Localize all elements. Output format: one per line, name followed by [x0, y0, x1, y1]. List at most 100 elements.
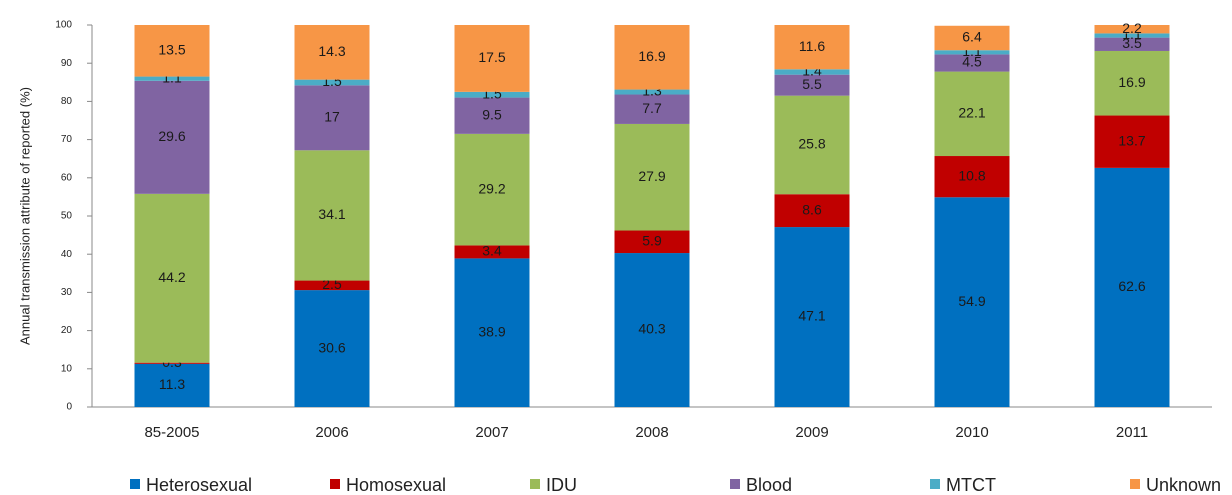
- y-tick-label: 50: [61, 211, 73, 222]
- bar-segment: [294, 79, 370, 86]
- bar-segment: [1094, 33, 1170, 38]
- bar-segment: [134, 76, 210, 81]
- y-tick-label: 20: [61, 325, 73, 336]
- bar-segment: [934, 25, 1010, 51]
- data-label: 4.5: [962, 54, 982, 70]
- data-label: 8.6: [802, 201, 822, 217]
- bar-segment: [934, 50, 1010, 55]
- bar-segment: [1094, 37, 1170, 51]
- data-label: 13.5: [158, 41, 185, 57]
- bar-segment: [454, 25, 530, 92]
- data-label: 16.9: [1118, 74, 1145, 90]
- data-label: 3.4: [482, 243, 502, 259]
- bar-segment: [614, 94, 690, 124]
- data-label: 29.6: [158, 128, 185, 144]
- data-label: 6.4: [962, 29, 982, 45]
- data-label: 17.5: [478, 49, 505, 65]
- legend-label: Heterosexual: [146, 475, 252, 495]
- x-tick-label: 2009: [795, 424, 828, 441]
- bar-segment: [774, 95, 850, 195]
- bar-segment: [294, 290, 370, 407]
- bar-segment: [934, 197, 1010, 407]
- y-tick-label: 60: [61, 172, 73, 183]
- bar-segment: [454, 245, 530, 259]
- y-tick-label: 100: [55, 20, 72, 31]
- data-label: 9.5: [482, 106, 502, 122]
- data-label: 38.9: [478, 323, 505, 339]
- bar-segment: [1094, 50, 1170, 116]
- bar-segment: [934, 54, 1010, 72]
- bar-segment: [134, 80, 210, 194]
- y-tick-label: 40: [61, 249, 73, 260]
- legend-label: Homosexual: [346, 475, 446, 495]
- bar-segment: [454, 91, 530, 98]
- data-label: 17: [324, 109, 340, 125]
- bar-segment: [134, 25, 210, 77]
- bar-segment: [614, 253, 690, 407]
- legend-swatch: [1130, 479, 1140, 489]
- x-tick-label: 85-2005: [144, 424, 199, 441]
- legend-swatch: [530, 479, 540, 489]
- legend-swatch: [130, 479, 140, 489]
- data-label: 5.5: [802, 76, 822, 92]
- bar-segment: [1094, 25, 1170, 34]
- data-label: 11.6: [799, 38, 825, 54]
- data-label: 16.9: [638, 48, 665, 64]
- data-label: 14.3: [318, 43, 345, 59]
- bar-segment: [294, 280, 370, 291]
- data-label: 62.6: [1118, 278, 1145, 294]
- data-label: 27.9: [638, 168, 665, 184]
- y-tick-label: 80: [61, 96, 73, 107]
- bar-segment: [454, 133, 530, 246]
- x-tick-label: 2007: [475, 424, 508, 441]
- bar-segment: [134, 193, 210, 363]
- x-tick-label: 2011: [1116, 424, 1148, 441]
- data-label: 5.9: [642, 232, 662, 248]
- legend-swatch: [930, 479, 940, 489]
- data-label: 13.7: [1118, 132, 1145, 148]
- legend-label: IDU: [546, 475, 577, 495]
- data-label: 7.7: [642, 100, 662, 116]
- data-label: 44.2: [158, 269, 185, 285]
- bar-segment: [774, 69, 850, 75]
- bar-segment: [774, 74, 850, 96]
- data-label: 11.3: [159, 376, 185, 392]
- data-label: 34.1: [318, 206, 345, 222]
- bar-segment: [294, 150, 370, 281]
- bar-segment: [1094, 167, 1170, 407]
- data-label: 40.3: [638, 321, 665, 337]
- bar-segment: [614, 89, 690, 95]
- y-axis-label: Annual transmission attribute of reporte…: [17, 87, 32, 345]
- bar-segment: [134, 363, 210, 407]
- legend-label: Unknown: [1146, 475, 1221, 495]
- data-label: 30.6: [318, 339, 345, 355]
- legend-label: Blood: [746, 475, 792, 495]
- bar-segment: [294, 25, 370, 80]
- legend-swatch: [330, 479, 340, 489]
- bar-segment: [614, 25, 690, 90]
- y-tick-label: 30: [61, 287, 73, 298]
- bar-segment: [614, 230, 690, 254]
- legend-label: MTCT: [946, 475, 996, 495]
- bar-segment: [454, 258, 530, 407]
- bar-segment: [774, 25, 850, 70]
- y-tick-label: 90: [61, 58, 73, 69]
- data-label: 2.2: [1122, 20, 1142, 36]
- data-label: 22.1: [958, 105, 985, 121]
- data-label: 29.2: [478, 180, 505, 196]
- bar-segment: [134, 362, 210, 364]
- bar-segment: [774, 194, 850, 228]
- x-tick-label: 2010: [955, 424, 988, 441]
- bar-segment: [1094, 115, 1170, 168]
- bar-segment: [934, 156, 1010, 198]
- bar-segment: [294, 85, 370, 151]
- data-label: 47.1: [798, 308, 825, 324]
- y-tick-label: 10: [61, 363, 73, 374]
- data-label: 25.8: [798, 136, 825, 152]
- data-label: 54.9: [958, 293, 985, 309]
- y-tick-label: 70: [61, 134, 73, 145]
- data-label: 3.5: [1122, 35, 1142, 51]
- data-label: 10.8: [958, 167, 985, 183]
- x-tick-label: 2006: [315, 424, 348, 441]
